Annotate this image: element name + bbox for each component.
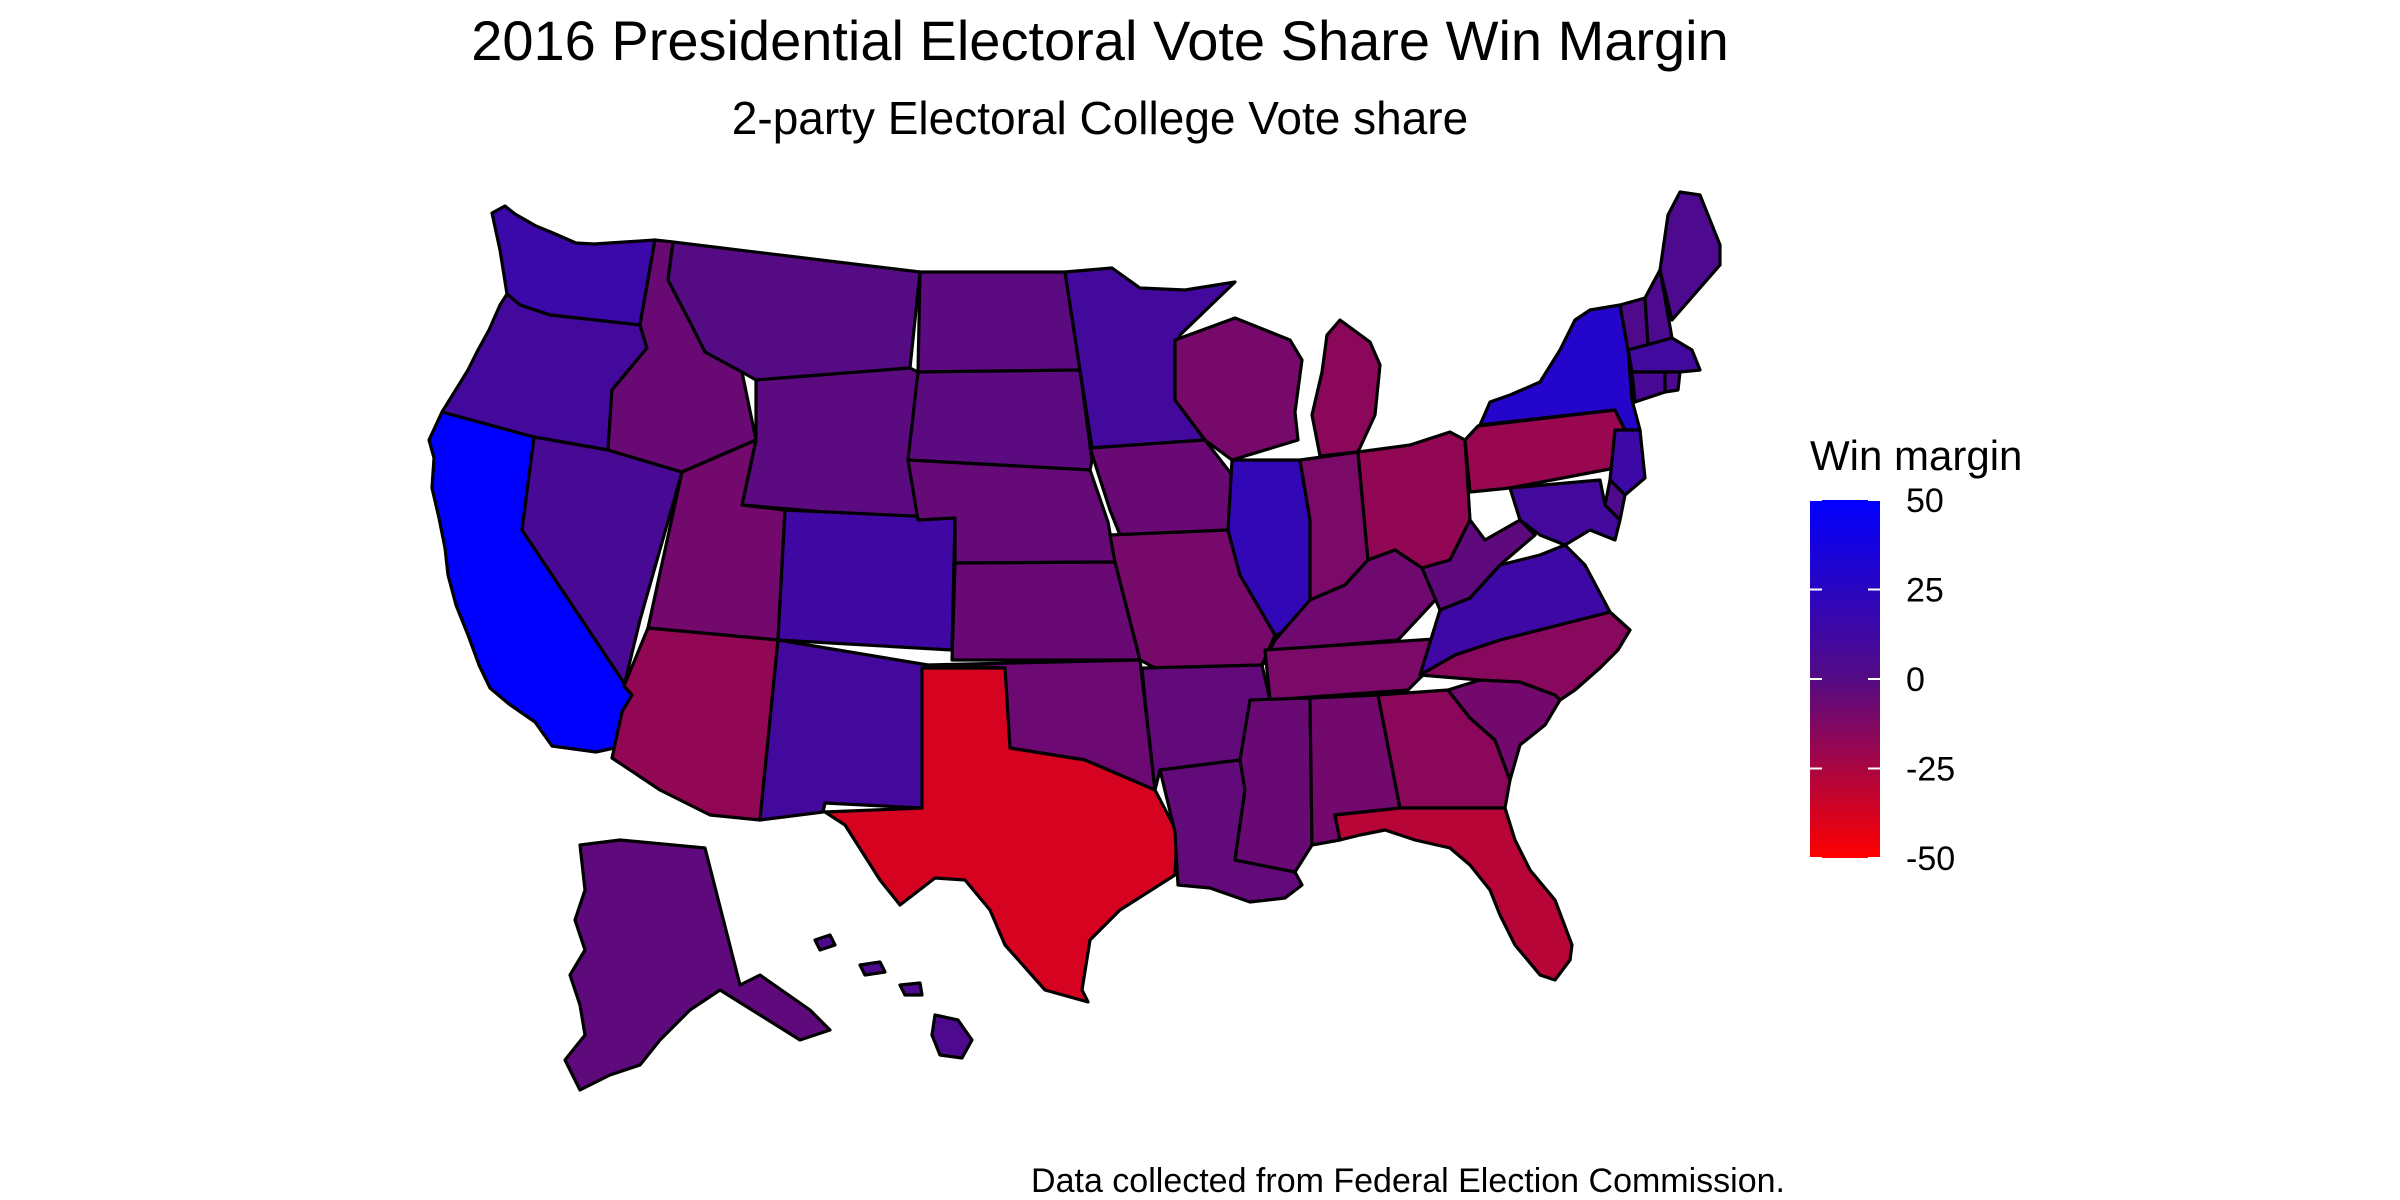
legend-tick-label: 50	[1906, 482, 1944, 520]
state-new-york	[1478, 303, 1642, 432]
state-michigan	[1310, 318, 1382, 458]
state-hawaii	[813, 933, 974, 1060]
state-new-jersey	[1608, 428, 1647, 497]
state-connecticut	[1630, 370, 1667, 404]
legend-tick-label: 25	[1906, 572, 1944, 610]
state-alaska	[563, 838, 832, 1092]
state-kansas	[950, 560, 1142, 662]
state-minnesota	[1063, 266, 1237, 450]
legend-tick-label: -25	[1906, 751, 1955, 789]
state-iowa	[1088, 438, 1234, 537]
legend-title: Win margin	[1810, 432, 2022, 479]
legend-ticks: 50 25 0 -25 -50	[1810, 482, 1955, 878]
state-maryland	[1508, 478, 1622, 547]
legend-tick-label: 0	[1906, 661, 1925, 699]
state-wisconsin	[1173, 316, 1304, 462]
state-new-mexico	[758, 638, 930, 822]
state-texas	[823, 666, 1179, 1004]
chart-subtitle: 2-party Electoral College Vote share	[732, 92, 1468, 144]
state-ohio	[1356, 430, 1472, 570]
state-south-dakota	[906, 368, 1094, 472]
legend: Win margin 50 25 0 -25 -50	[1810, 432, 2022, 878]
state-florida	[1333, 806, 1574, 982]
state-arizona	[610, 626, 780, 822]
state-mississippi	[1233, 696, 1314, 874]
state-wyoming	[740, 366, 932, 522]
state-maine	[1658, 190, 1722, 322]
state-rhode-island	[1663, 370, 1682, 394]
state-north-dakota	[916, 270, 1082, 374]
chart-title: 2016 Presidential Electoral Vote Share W…	[471, 9, 1729, 72]
state-montana	[666, 240, 922, 382]
caption: Data collected from Federal Election Com…	[1031, 1162, 1785, 1200]
legend-tick-label: -50	[1906, 840, 1955, 878]
state-map	[427, 190, 1722, 1092]
state-colorado	[776, 508, 957, 652]
